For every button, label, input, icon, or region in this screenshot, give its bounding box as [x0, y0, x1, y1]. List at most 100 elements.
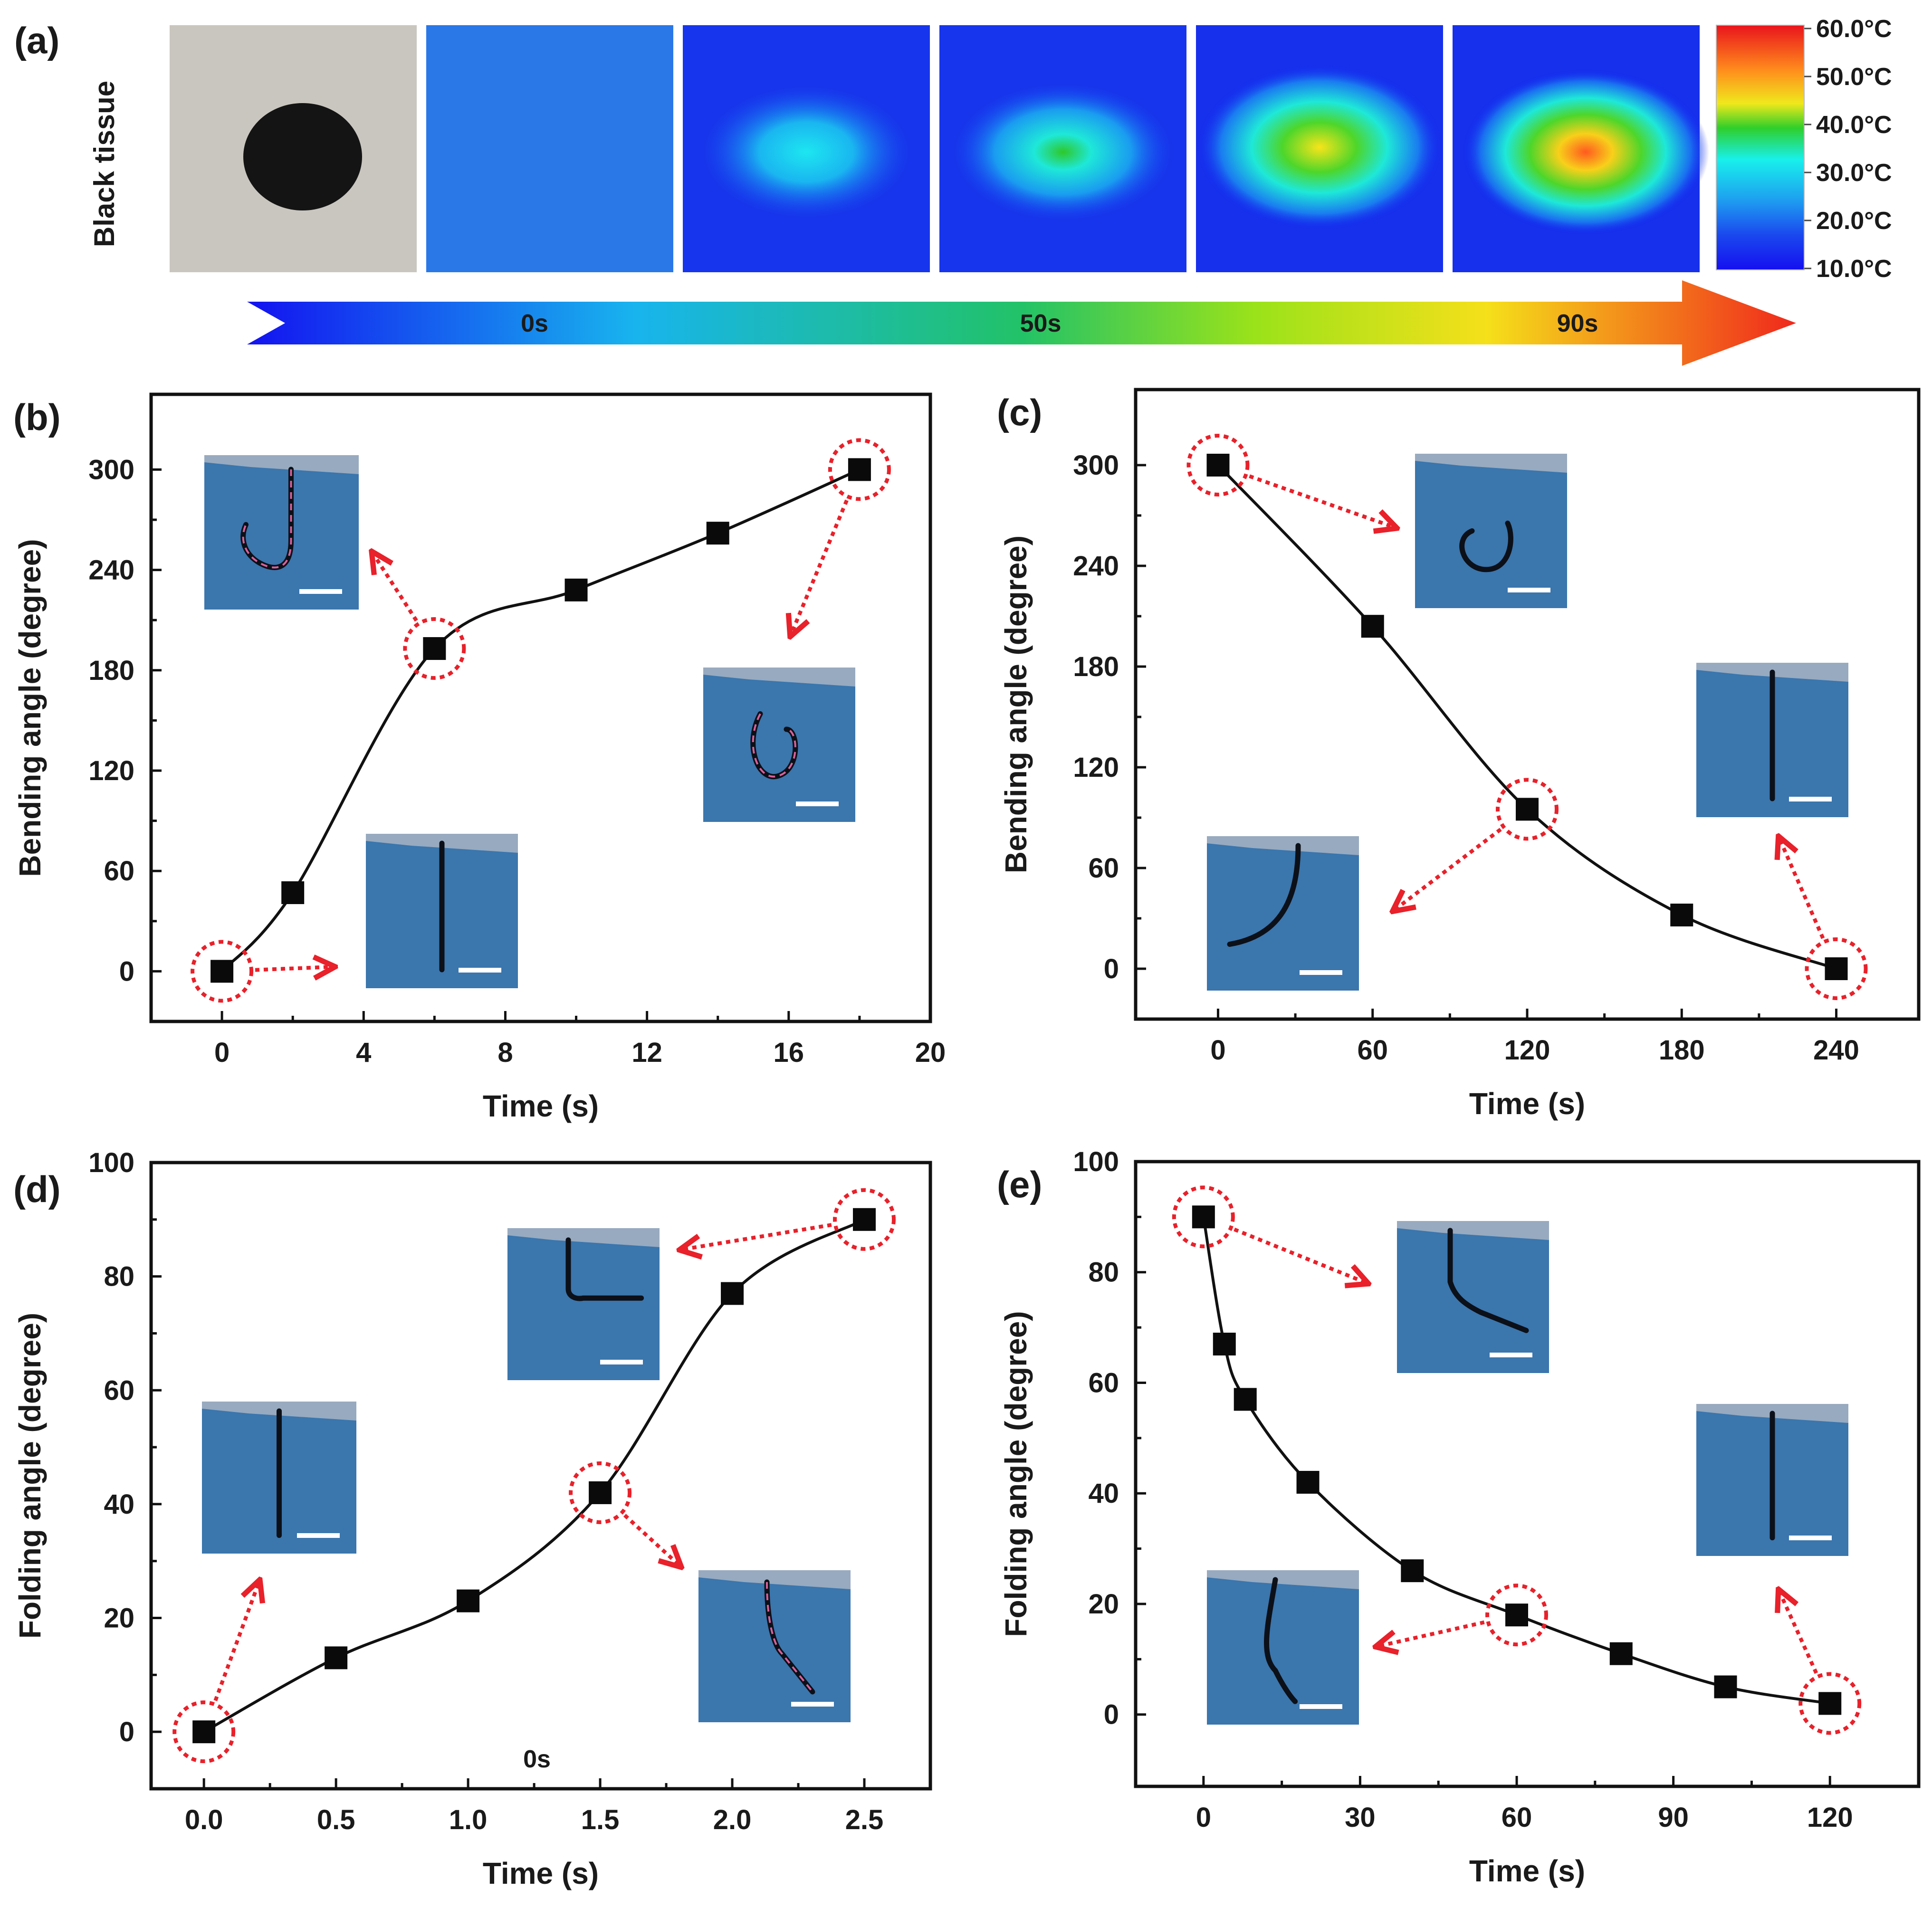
data-point: [325, 1646, 348, 1670]
inset-clamp: [698, 1570, 851, 1589]
chart-0: 0 4 8 12 16 20 0 60 120 180 240 300 (b) Time (s) Bendi…: [13, 392, 946, 1123]
highlight-arrow: [213, 1582, 259, 1701]
inset-strip: [565, 1237, 644, 1301]
colorbar-tick-label: 10.0°C: [1816, 255, 1892, 283]
highlight-arrow: [791, 499, 849, 634]
highlight-circle: [1485, 1584, 1549, 1647]
data-point: [1516, 798, 1539, 821]
y-tick-label: 60: [1088, 853, 1119, 884]
inset-photo: [1415, 454, 1567, 608]
panel-a-label: (a): [14, 19, 59, 61]
data-point: [1818, 1692, 1842, 1715]
highlight-arrow: [623, 1514, 679, 1565]
inset-clamp: [204, 455, 359, 474]
inset-strip: [1447, 1228, 1529, 1333]
colorbar-tick-label: 50.0°C: [1816, 63, 1892, 91]
data-point: [457, 1589, 480, 1612]
data-point: [281, 881, 305, 904]
black-tissue-sample: [243, 103, 362, 210]
inset-clamp: [1415, 454, 1567, 473]
inset-strip: [1264, 1577, 1298, 1704]
x-tick-label: 1.0: [449, 1804, 488, 1835]
x-tick-label: 0: [214, 1037, 230, 1068]
x-axis-label: Time (s): [483, 1856, 599, 1890]
y-tick-label: 60: [1088, 1367, 1119, 1398]
highlight-arrow: [682, 1223, 832, 1250]
data-point: [1296, 1470, 1320, 1494]
inset-clamp: [507, 1228, 660, 1247]
y-tick-label: 80: [1088, 1257, 1119, 1288]
y-tick-label: 120: [1073, 752, 1119, 783]
highlight-circle: [1805, 937, 1868, 1000]
y-axis-label: Folding angle (degree): [999, 1311, 1033, 1637]
highlight-circle: [833, 1188, 896, 1251]
panel-label: (e): [997, 1164, 1042, 1205]
chart-3: 0 30 60 90 120 0 20 40 60 80 100 (e) Time (s) Folding…: [997, 1146, 1921, 1888]
highlight-arrow: [255, 967, 333, 970]
highlight-circle: [1186, 434, 1250, 496]
y-tick-label: 120: [88, 755, 134, 786]
colorbar-ticks: 60.0°C 50.0°C 40.0°C 30.0°C 20.0°C 10.0°C: [1804, 15, 1892, 283]
row-label: Black tissue: [88, 81, 120, 247]
x-tick-label: 0.0: [185, 1804, 223, 1835]
highlight-circle: [569, 1461, 632, 1524]
x-axis-label: Time (s): [1469, 1087, 1585, 1121]
y-tick-label: 0: [1104, 1699, 1119, 1730]
time-arrow: [247, 280, 1796, 366]
highlight-arrow: [1395, 828, 1502, 910]
x-tick-label: 12: [631, 1037, 662, 1068]
colorbar-tick-label: 60.0°C: [1816, 15, 1892, 43]
plot-frame: [149, 1161, 932, 1791]
x-tick-label: 120: [1504, 1035, 1550, 1066]
inset-photo: [507, 1228, 660, 1380]
panel-label: (d): [13, 1168, 61, 1210]
hotspot-2: [702, 86, 911, 219]
data-point: [210, 960, 234, 983]
x-tick-label: 0: [1196, 1802, 1211, 1833]
highlight-circle: [1172, 1185, 1235, 1249]
x-tick-label: 8: [497, 1037, 513, 1068]
inset-clamp: [1207, 836, 1359, 855]
x-tick-label: 4: [356, 1037, 371, 1068]
y-axis-label: Folding angle (degree): [13, 1313, 47, 1639]
y-tick-label: 180: [1073, 651, 1119, 682]
highlight-circle: [1496, 778, 1559, 841]
colorbar-tick-label: 20.0°C: [1816, 207, 1892, 235]
y-tick-label: 60: [104, 1375, 134, 1406]
highlight-arrow: [1378, 1620, 1485, 1646]
data-point: [706, 522, 729, 545]
data-point: [1361, 615, 1384, 638]
x-tick-label: 2.5: [845, 1804, 884, 1835]
inset-photo: [703, 668, 855, 822]
x-tick-label: 30: [1345, 1802, 1376, 1833]
inset-glow: [242, 469, 292, 569]
data-point: [1505, 1603, 1529, 1627]
y-tick-label: 300: [1073, 450, 1119, 481]
highlight-circle: [403, 617, 466, 680]
data-point: [564, 578, 588, 601]
data-point: [192, 1720, 216, 1744]
chart-1: 0 60 120 180 240 0 60 120 180 240 300 (c) Time (s) Be…: [997, 388, 1921, 1121]
panel-label: (b): [13, 396, 61, 438]
plot-frame: [149, 392, 932, 1023]
data-point: [848, 458, 871, 481]
data-point: [423, 637, 446, 660]
y-tick-label: 20: [1088, 1589, 1119, 1620]
highlight-arrow: [1779, 839, 1825, 939]
y-tick-label: 100: [88, 1147, 134, 1178]
x-axis-label: Time (s): [483, 1089, 599, 1123]
data-point: [1609, 1642, 1633, 1665]
time-labels: 0s 50s 90s: [521, 310, 1598, 337]
y-tick-label: 40: [1088, 1478, 1119, 1509]
x-tick-label: 180: [1659, 1035, 1705, 1066]
y-tick-label: 100: [1073, 1146, 1119, 1177]
y-tick-label: 0: [119, 956, 134, 987]
hotspot-4: [1196, 64, 1443, 230]
thermal-frame-0s: [426, 25, 673, 272]
x-axis-label: Time (s): [1469, 1854, 1585, 1888]
inset-strip: [1227, 843, 1301, 947]
highlight-arrow: [1234, 1227, 1366, 1283]
panel-a: (a) Black tissue 60.0°C 50.0°C 40.0°C 30.0°…: [14, 15, 1892, 366]
x-tick-label: 2.0: [713, 1804, 752, 1835]
